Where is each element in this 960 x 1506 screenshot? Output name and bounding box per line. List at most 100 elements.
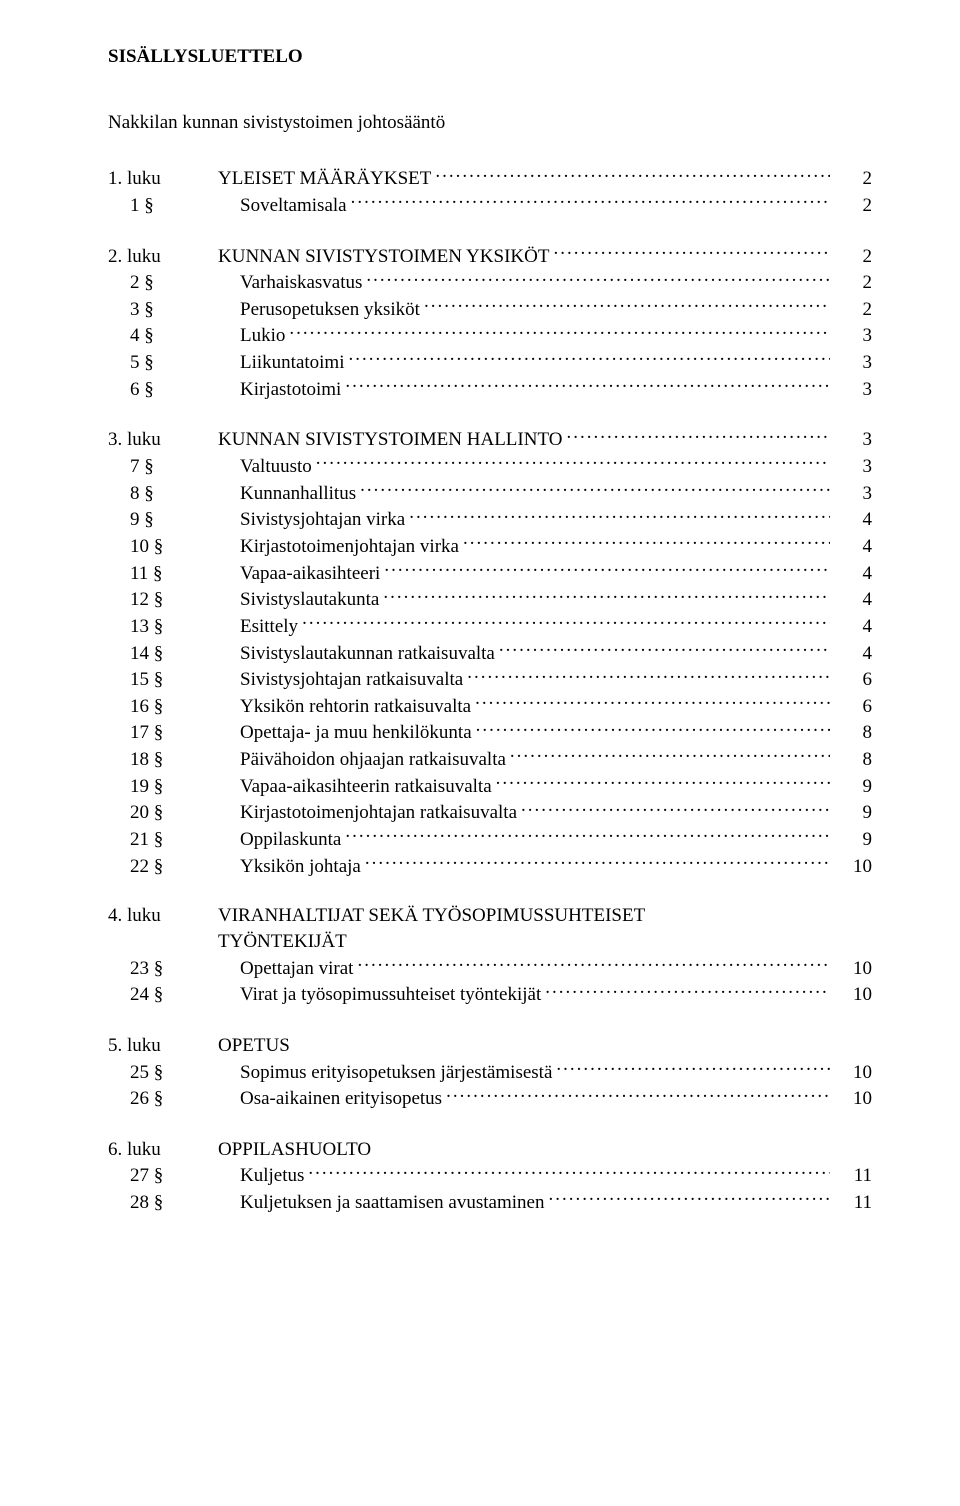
item-label: Virat ja työsopimussuhteiset työntekijät: [240, 982, 545, 1008]
leader-dots: [289, 322, 830, 341]
item-label: Kirjastotoimenjohtajan virka: [240, 534, 463, 560]
page-number: 4: [830, 641, 872, 667]
toc-item-row: 11 §Vapaa-aikasihteeri4: [108, 560, 872, 587]
toc-item-row: 21 §Oppilaskunta9: [108, 826, 872, 853]
item-label: Osa-aikainen erityisopetus: [240, 1086, 446, 1112]
item-label: Sopimus erityisopetuksen järjestämisestä: [240, 1060, 556, 1086]
leader-dots: [553, 243, 830, 262]
toc-item-row: 23 §Opettajan virat10: [108, 955, 872, 982]
leader-dots: [545, 981, 830, 1000]
leader-dots: [521, 799, 830, 818]
item-number: 9 §: [108, 507, 240, 533]
item-number: 13 §: [108, 614, 240, 640]
page-number: 8: [830, 747, 872, 773]
toc-item-row: 16 §Yksikön rehtorin ratkaisuvalta6: [108, 693, 872, 720]
item-number: 8 §: [108, 481, 240, 507]
item-label: Perusopetuksen yksiköt: [240, 297, 424, 323]
page-subtitle: Nakkilan kunnan sivistystoimen johtosään…: [108, 110, 872, 136]
item-label: Sivistyslautakunta: [240, 587, 383, 613]
item-label: Yksikön rehtorin ratkaisuvalta: [240, 694, 475, 720]
leader-dots: [742, 934, 830, 953]
item-label: Yksikön johtaja: [240, 854, 365, 880]
chapter-label: YLEISET MÄÄRÄYKSET: [218, 166, 435, 192]
page-number: 3: [830, 323, 872, 349]
leader-dots: [357, 955, 830, 974]
toc-item-row: 26 §Osa-aikainen erityisopetus10: [108, 1085, 872, 1112]
leader-dots: [424, 296, 830, 315]
chapter-number: 1. luku: [108, 166, 218, 192]
page-number: 2: [830, 193, 872, 219]
item-label: Kirjastotoimenjohtajan ratkaisuvalta: [240, 800, 521, 826]
leader-dots: [345, 826, 830, 845]
item-number: 11 §: [108, 561, 240, 587]
toc-chapter-row: 1. lukuYLEISET MÄÄRÄYKSET2: [108, 165, 872, 192]
toc-item-row: 12 §Sivistyslautakunta4: [108, 586, 872, 613]
toc-item-row: 19 §Vapaa-aikasihteerin ratkaisuvalta9: [108, 773, 872, 800]
page-number: 3: [830, 481, 872, 507]
page-number: 3: [830, 350, 872, 376]
page-number: 10: [830, 854, 872, 880]
leader-dots: [476, 719, 830, 738]
leader-dots: [294, 1032, 830, 1051]
chapter-number: 3. luku: [108, 427, 218, 453]
item-number: 5 §: [108, 350, 240, 376]
page-number: 10: [830, 1086, 872, 1112]
page-number: 3: [830, 377, 872, 403]
item-number: 28 §: [108, 1190, 240, 1216]
page-number: 3: [830, 454, 872, 480]
chapter-number: 6. luku: [108, 1137, 218, 1163]
leader-dots: [345, 376, 830, 395]
page-number: 4: [830, 614, 872, 640]
leader-dots: [375, 1136, 830, 1155]
item-number: 21 §: [108, 827, 240, 853]
page-number: 3: [830, 427, 872, 453]
item-label: Päivähoidon ohjaajan ratkaisuvalta: [240, 747, 510, 773]
page-number: 2: [830, 270, 872, 296]
leader-dots: [384, 560, 830, 579]
leader-dots: [467, 666, 830, 685]
item-label: Varhaiskasvatus: [240, 270, 366, 296]
toc-item-row: 1 §Soveltamisala2: [108, 192, 872, 219]
item-number: 6 §: [108, 377, 240, 403]
page-number: 10: [830, 982, 872, 1008]
toc-item-row: 2 §Varhaiskasvatus 2: [108, 269, 872, 296]
item-number: 15 §: [108, 667, 240, 693]
toc-chapter-row: 5. lukuOPETUS: [108, 1032, 872, 1059]
item-label: Opettajan virat: [240, 956, 357, 982]
toc-item-row: 13 §Esittely4: [108, 613, 872, 640]
item-number: 4 §: [108, 323, 240, 349]
item-label: Sivistyslautakunnan ratkaisuvalta: [240, 641, 499, 667]
section-gap: [108, 402, 872, 426]
leader-dots: [499, 640, 830, 659]
chapter-label: OPETUS: [218, 1033, 294, 1059]
toc-item-row: 4 §Lukio3: [108, 322, 872, 349]
chapter-label: KUNNAN SIVISTYSTOIMEN YKSIKÖT: [218, 244, 553, 270]
chapter-label: OPPILASHUOLTO: [218, 1137, 375, 1163]
item-number: 24 §: [108, 982, 240, 1008]
item-number: 2 §: [108, 270, 240, 296]
item-label: Kuljetus: [240, 1163, 308, 1189]
leader-dots: [409, 506, 830, 525]
toc-item-row: 20 §Kirjastotoimenjohtajan ratkaisuvalta…: [108, 799, 872, 826]
item-number: 23 §: [108, 956, 240, 982]
toc-item-row: 5 §Liikuntatoimi3: [108, 349, 872, 376]
toc-chapter-row: 3. lukuKUNNAN SIVISTYSTOIMEN HALLINTO3: [108, 426, 872, 453]
table-of-contents: 1. lukuYLEISET MÄÄRÄYKSET21 §Soveltamisa…: [108, 165, 872, 1215]
section-gap: [108, 219, 872, 243]
leader-dots: [360, 480, 830, 499]
page-number: 4: [830, 507, 872, 533]
toc-chapter-row: 2. lukuKUNNAN SIVISTYSTOIMEN YKSIKÖT2: [108, 243, 872, 270]
leader-dots: [302, 613, 830, 632]
item-label: Kirjastotoimi: [240, 377, 345, 403]
toc-item-row: 8 §Kunnanhallitus3: [108, 480, 872, 507]
item-number: 17 §: [108, 720, 240, 746]
page-number: 6: [830, 694, 872, 720]
leader-dots: [446, 1085, 830, 1104]
item-label: Valtuusto: [240, 454, 316, 480]
page-number: 9: [830, 800, 872, 826]
item-number: 20 §: [108, 800, 240, 826]
toc-item-row: 18 §Päivähoidon ohjaajan ratkaisuvalta 8: [108, 746, 872, 773]
item-number: 7 §: [108, 454, 240, 480]
page-title: SISÄLLYSLUETTELO: [108, 44, 872, 70]
item-number: 18 §: [108, 747, 240, 773]
